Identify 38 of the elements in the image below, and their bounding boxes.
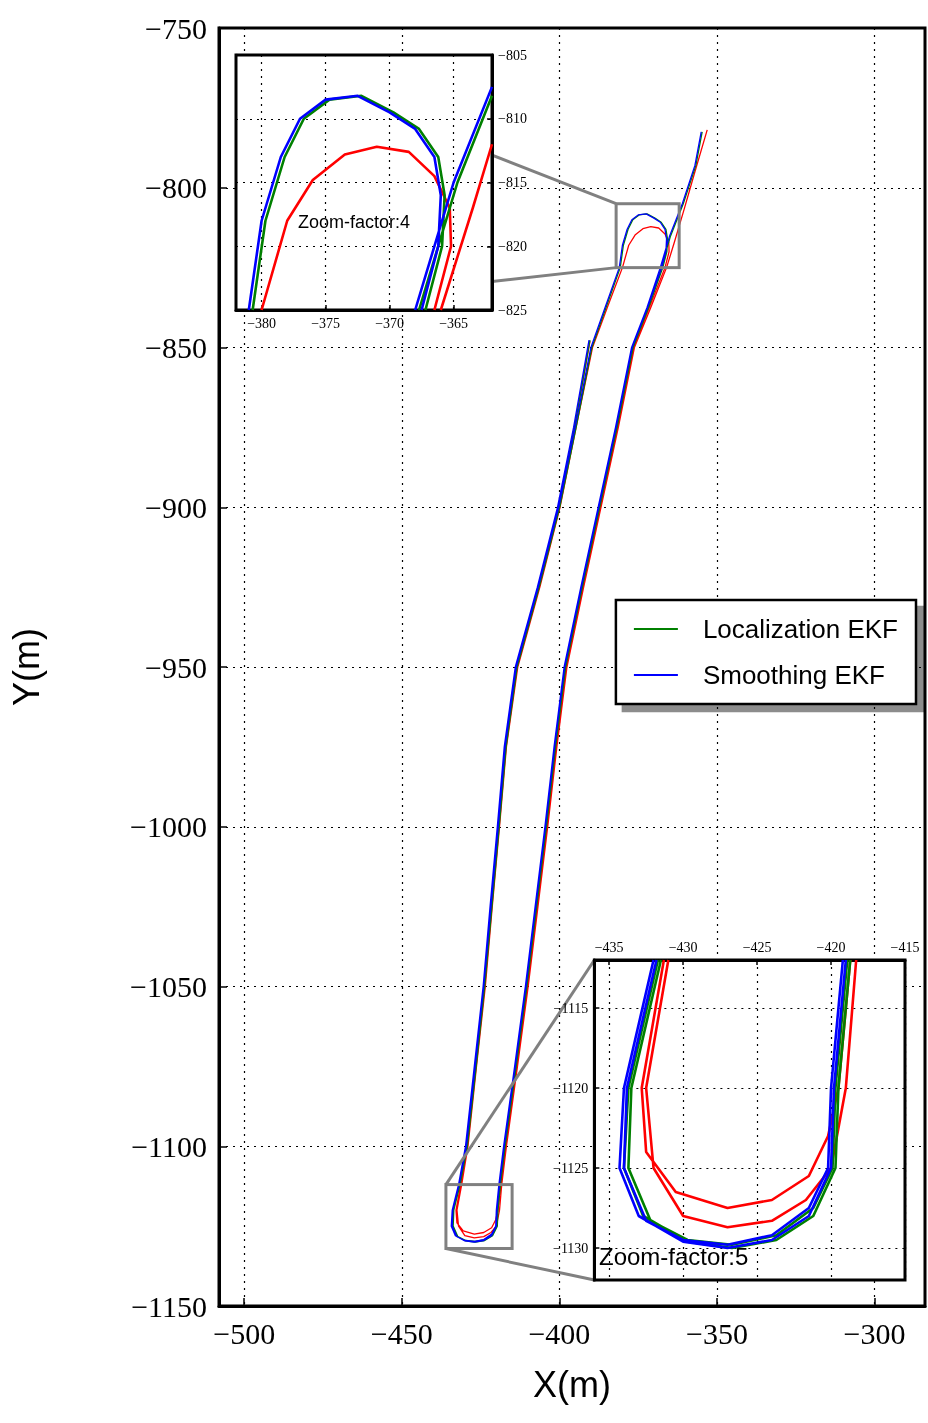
x-tick-label: −425 xyxy=(742,939,772,955)
x-tick-label: −500 xyxy=(213,1316,276,1350)
x-tick-label: −415 xyxy=(890,939,920,955)
x-tick-label: −450 xyxy=(370,1316,433,1350)
x-tick-label: −430 xyxy=(668,939,698,955)
y-tick-label: −1100 xyxy=(131,1129,207,1163)
x-tick-label: −365 xyxy=(439,315,469,331)
y-tick-label: −900 xyxy=(145,490,207,524)
x-axis-title: X(m) xyxy=(533,1363,611,1405)
x-tick-label: −380 xyxy=(247,315,277,331)
x-tick-label: −400 xyxy=(528,1316,591,1350)
y-tick-label: −825 xyxy=(498,302,527,318)
y-tick-label: −820 xyxy=(498,238,527,254)
y-tick-label: −1125 xyxy=(552,1160,589,1176)
y-tick-label: −1115 xyxy=(553,1000,589,1016)
x-tick-label: −435 xyxy=(594,939,624,955)
y-tick-label: −950 xyxy=(145,650,207,684)
y-tick-label: −1150 xyxy=(131,1289,207,1323)
legend-label: Localization EKF xyxy=(702,614,899,644)
legend-label: Smoothing EKF xyxy=(702,660,885,690)
x-tick-label: −375 xyxy=(311,315,341,331)
y-tick-label: −815 xyxy=(498,175,527,190)
x-tick-label: −420 xyxy=(816,939,846,955)
y-tick-label: −1120 xyxy=(552,1080,589,1096)
y-tick-label: −805 xyxy=(498,47,527,63)
annotation: Zoom-factor:4 xyxy=(298,212,411,232)
annotation: Zoom-factor:5 xyxy=(599,1242,749,1270)
y-axis-title: Y(m) xyxy=(5,628,47,706)
x-tick-label: −370 xyxy=(375,315,405,331)
y-tick-label: −1130 xyxy=(552,1240,589,1256)
y-tick-label: −800 xyxy=(145,171,207,205)
y-tick-label: −1000 xyxy=(130,810,207,844)
y-tick-label: −1050 xyxy=(130,970,207,1003)
y-tick-label: −750 xyxy=(145,11,207,45)
x-tick-label: −350 xyxy=(686,1316,748,1350)
x-tick-label: −300 xyxy=(843,1316,906,1350)
y-tick-label: −810 xyxy=(498,111,527,127)
y-tick-label: −850 xyxy=(145,331,207,364)
